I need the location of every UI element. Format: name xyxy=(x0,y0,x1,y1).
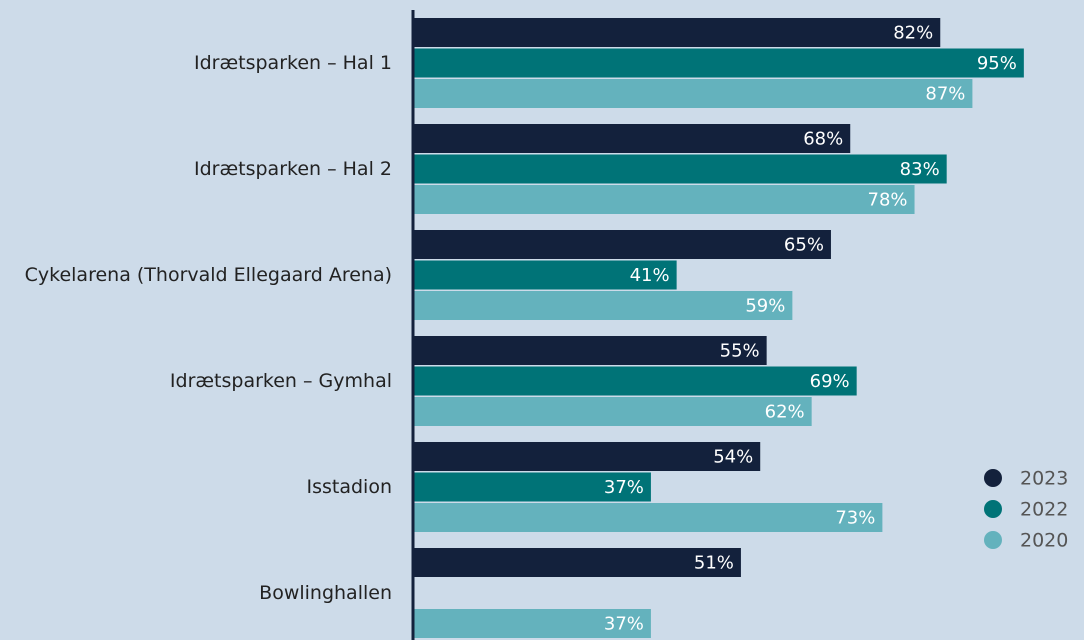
bar xyxy=(413,79,973,108)
value-label: 41% xyxy=(630,265,670,286)
value-label: 82% xyxy=(893,23,933,44)
category-label: Isstadion xyxy=(0,475,393,499)
category-text: Idrætsparken – Gymhal xyxy=(169,369,392,392)
bar xyxy=(413,18,941,47)
bar xyxy=(413,503,883,532)
value-label: 73% xyxy=(835,508,875,529)
bar xyxy=(413,230,831,259)
bar xyxy=(413,366,857,396)
bar xyxy=(413,336,767,365)
category-text: Isstadion xyxy=(306,475,393,498)
value-label: 37% xyxy=(604,477,644,498)
bar xyxy=(413,124,851,153)
value-label: 65% xyxy=(784,235,824,256)
bar xyxy=(413,185,915,214)
bar xyxy=(413,397,812,426)
legend-marker xyxy=(984,500,1002,518)
bar xyxy=(413,154,947,184)
category-label: Idrætsparken – Gymhal xyxy=(0,369,392,393)
value-label: 95% xyxy=(977,53,1017,74)
legend-marker xyxy=(984,469,1002,487)
category-label: Bowlinghallen xyxy=(0,581,392,605)
category-text: Idrætsparken – Hal 2 xyxy=(194,157,392,180)
value-label: 68% xyxy=(803,129,843,150)
bar xyxy=(413,291,793,320)
category-label: Idrætsparken – Hal 1 xyxy=(0,51,392,75)
legend-label: 2022 xyxy=(1020,499,1068,521)
value-label: 37% xyxy=(604,614,644,635)
legend-label: 2020 xyxy=(1020,530,1068,552)
bar xyxy=(413,48,1024,78)
value-label: 51% xyxy=(694,553,734,574)
bar xyxy=(413,548,741,577)
legend-marker xyxy=(984,531,1002,549)
value-label: 87% xyxy=(925,84,965,105)
bar xyxy=(413,472,651,502)
category-label: Idrætsparken – Hal 2 xyxy=(0,157,392,181)
bar xyxy=(413,260,677,290)
value-label: 83% xyxy=(900,159,940,180)
category-text: Idrætsparken – Hal 1 xyxy=(194,51,392,74)
category-text: Bowlinghallen xyxy=(259,581,392,604)
value-label: 78% xyxy=(868,190,908,211)
value-label: 54% xyxy=(713,447,753,468)
category-label: Cykelarena (Thorvald Ellegaard Arena) xyxy=(0,263,392,287)
legend-label: 2023 xyxy=(1020,468,1068,490)
value-label: 59% xyxy=(745,296,785,317)
bar xyxy=(413,442,761,471)
value-label: 62% xyxy=(765,402,805,423)
value-label: 69% xyxy=(810,371,850,392)
category-text: Cykelarena (Thorvald Ellegaard Arena) xyxy=(24,263,392,286)
value-label: 55% xyxy=(720,341,760,362)
bar xyxy=(413,609,651,638)
